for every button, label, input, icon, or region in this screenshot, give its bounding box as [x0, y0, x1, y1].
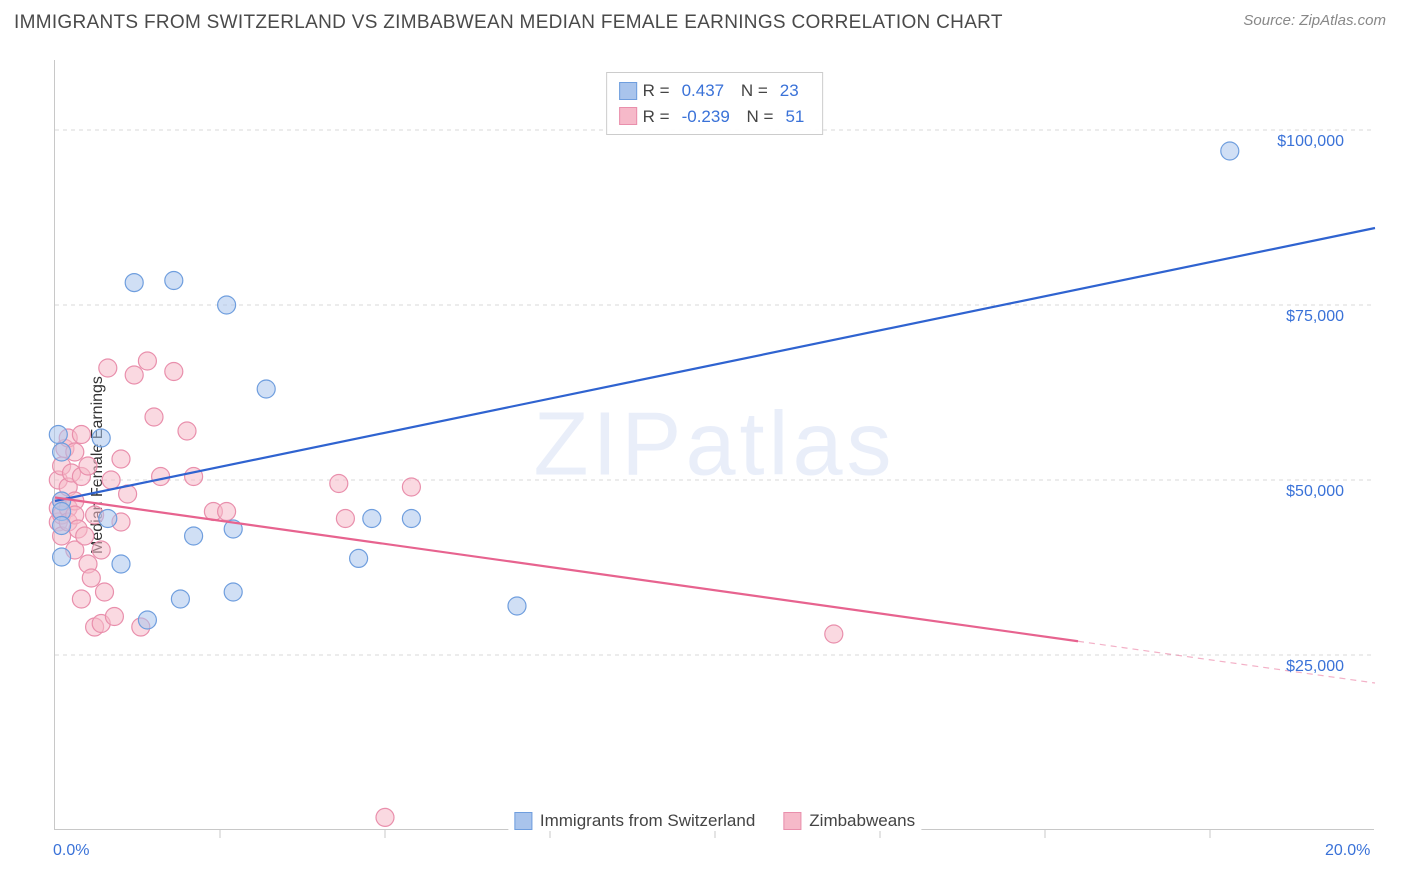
data-point: [112, 450, 130, 468]
regression-line: [55, 228, 1375, 501]
n-value: 23: [780, 78, 799, 104]
y-tick-label: $75,000: [1286, 308, 1344, 326]
r-label: R =: [643, 104, 670, 130]
plot-area: ZIPatlas R =0.437 N =23R =-0.239 N =51 I…: [54, 60, 1374, 830]
data-point: [79, 457, 97, 475]
stats-row: R = 0.437 N = 23: [619, 78, 811, 104]
data-point: [72, 590, 90, 608]
legend-swatch: [783, 812, 801, 830]
stats-row: R = -0.239 N = 51: [619, 104, 811, 130]
correlation-stats-box: R =0.437 N =23R =-0.239 N =51: [606, 72, 824, 135]
data-point: [178, 422, 196, 440]
data-point: [508, 597, 526, 615]
y-tick-label: $50,000: [1286, 483, 1344, 501]
chart-title: IMMIGRANTS FROM SWITZERLAND VS ZIMBABWEA…: [14, 12, 1003, 34]
data-point: [49, 426, 67, 444]
data-point: [99, 510, 117, 528]
source-attribution: Source: ZipAtlas.com: [1243, 12, 1386, 29]
data-point: [125, 274, 143, 292]
data-point: [53, 517, 71, 535]
data-point: [330, 475, 348, 493]
legend-swatch: [619, 107, 637, 125]
data-point: [218, 503, 236, 521]
data-point: [218, 296, 236, 314]
data-point: [82, 569, 100, 587]
data-point: [145, 408, 163, 426]
n-label: N =: [742, 104, 774, 130]
chart-container: Median Female Earnings ZIPatlas R =0.437…: [14, 50, 1392, 880]
legend-swatch: [619, 82, 637, 100]
data-point: [165, 363, 183, 381]
data-point: [165, 272, 183, 290]
data-point: [92, 429, 110, 447]
y-tick-label: $100,000: [1277, 133, 1344, 151]
n-value: 51: [785, 104, 804, 130]
data-point: [224, 583, 242, 601]
data-point: [402, 478, 420, 496]
legend-swatch: [514, 812, 532, 830]
data-point: [152, 468, 170, 486]
legend-item: Zimbabweans: [783, 811, 915, 831]
data-point: [102, 471, 120, 489]
data-point: [76, 527, 94, 545]
data-point: [350, 549, 368, 567]
data-point: [105, 608, 123, 626]
data-point: [112, 555, 130, 573]
n-label: N =: [736, 78, 768, 104]
data-point: [1221, 142, 1239, 160]
data-point: [92, 541, 110, 559]
source-link[interactable]: ZipAtlas.com: [1299, 12, 1386, 29]
data-point: [53, 548, 71, 566]
r-value: 0.437: [682, 78, 725, 104]
data-point: [138, 611, 156, 629]
x-tick-label: 20.0%: [1325, 842, 1370, 860]
data-point: [72, 426, 90, 444]
data-point: [336, 510, 354, 528]
legend-item: Immigrants from Switzerland: [514, 811, 755, 831]
r-label: R =: [643, 78, 670, 104]
data-point: [96, 583, 114, 601]
regression-line: [55, 498, 1078, 642]
data-point: [99, 359, 117, 377]
x-tick-label: 0.0%: [53, 842, 89, 860]
data-point: [402, 510, 420, 528]
y-tick-label: $25,000: [1286, 658, 1344, 676]
source-label: Source:: [1243, 12, 1295, 29]
legend-label: Zimbabweans: [809, 811, 915, 831]
data-point: [257, 380, 275, 398]
r-value: -0.239: [682, 104, 730, 130]
data-point: [171, 590, 189, 608]
data-point: [138, 352, 156, 370]
series-legend: Immigrants from Switzerland Zimbabweans: [508, 811, 921, 831]
data-point: [53, 443, 71, 461]
legend-label: Immigrants from Switzerland: [540, 811, 755, 831]
data-point: [363, 510, 381, 528]
data-point: [125, 366, 143, 384]
data-point: [185, 527, 203, 545]
data-point: [825, 625, 843, 643]
data-point: [376, 808, 394, 826]
